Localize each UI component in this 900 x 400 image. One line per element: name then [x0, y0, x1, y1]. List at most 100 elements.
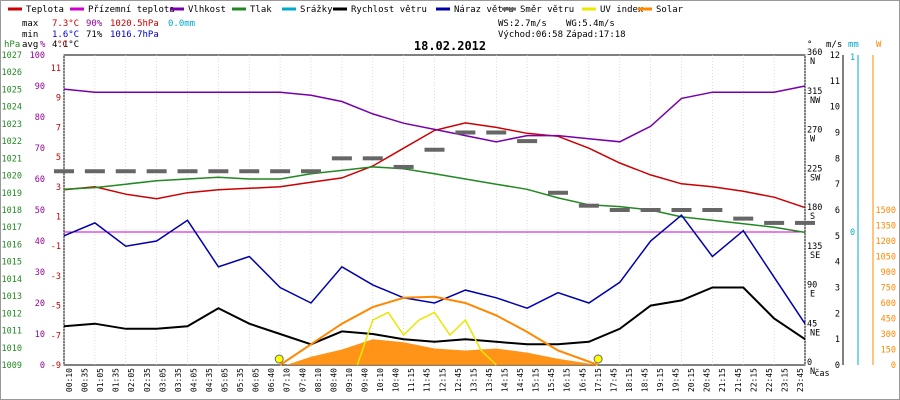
temperature-tick-9: -7	[51, 331, 61, 341]
pressure-tick-4: 1023	[2, 120, 22, 130]
wind-speed-tick-2: 10	[830, 103, 840, 113]
x-tick-20: 10:10	[376, 368, 385, 392]
x-tick-4: 02:05	[127, 368, 136, 392]
x-tick-11: 05:35	[236, 368, 245, 392]
wind-dir-label-3: SW	[810, 173, 821, 183]
x-tick-18: 09:10	[345, 368, 354, 392]
x-tick-17: 08:40	[329, 368, 338, 392]
wind-dir-tick-4: 180	[807, 203, 822, 213]
wind-dir-label-8: N	[810, 367, 815, 377]
wind-dir-mark-5	[208, 169, 229, 174]
x-tick-28: 14:15	[501, 368, 510, 392]
pressure-tick-9: 1018	[2, 206, 22, 216]
wind-dir-tick-3: 225	[807, 164, 822, 174]
pressure-tick-12: 1015	[2, 258, 22, 268]
legend-label-4: Srážky	[300, 5, 333, 15]
series-line-7	[279, 295, 599, 366]
pressure-tick-3: 1024	[2, 103, 22, 113]
x-tick-6: 03:05	[158, 368, 167, 392]
unit-precip: mm	[848, 40, 859, 50]
solar-tick-2: 1200	[876, 237, 896, 247]
humidity-tick-6: 40	[35, 237, 45, 247]
wind-dir-label-7: NE	[810, 328, 820, 338]
humidity-tick-0: 100	[30, 51, 45, 61]
series-line-1	[63, 85, 806, 143]
x-tick-43: 21:45	[734, 368, 743, 392]
humidity-tick-9: 10	[35, 330, 45, 340]
legend-label-8: UV index	[600, 5, 644, 15]
x-tick-25: 12:45	[454, 368, 463, 392]
wind-dir-mark-17	[578, 203, 599, 208]
wind-speed-tick-5: 7	[835, 180, 840, 190]
temperature-tick-4: 3	[56, 183, 61, 193]
solar-tick-5: 750	[881, 284, 896, 294]
stats-max-pressure: 1020.5hPa	[110, 19, 159, 29]
solar-tick-10: 0	[891, 361, 896, 371]
wind-dir-mark-11	[393, 164, 414, 169]
wind-dir-label-6: E	[810, 290, 815, 300]
series-line-3	[63, 286, 806, 346]
stats-avg-label: avg	[22, 40, 38, 50]
stats-min-temp: 1.6°C	[52, 30, 79, 40]
solar-tick-0: 1500	[876, 206, 896, 216]
x-tick-46: 23:15	[780, 368, 789, 392]
stats-max-temp: 7.3°C	[52, 19, 79, 29]
x-tick-12: 06:05	[252, 368, 261, 392]
x-tick-41: 20:45	[703, 368, 712, 392]
legend-label-7: Směr větru	[520, 5, 574, 15]
x-tick-38: 19:15	[656, 368, 665, 392]
x-tick-40: 20:15	[687, 368, 696, 392]
pressure-tick-15: 1012	[2, 309, 22, 319]
x-axis-unit: čas	[814, 368, 829, 379]
temperature-tick-10: -9	[51, 361, 61, 371]
wind-dir-mark-16	[548, 190, 568, 195]
solar-tick-3: 1050	[876, 253, 896, 263]
legend: Teplota Přízemní teplota Vlhkost Tlak Srážky…	[8, 5, 684, 15]
pressure-tick-8: 1019	[2, 189, 22, 199]
pressure-tick-6: 1021	[2, 154, 22, 164]
legend-label-9: Solar	[656, 5, 684, 15]
wind-dir-label-1: NW	[810, 96, 821, 106]
legend-label-2: Vlhkost	[188, 5, 226, 15]
wind-dir-mark-15	[517, 139, 538, 144]
legend-label-1: Přízemní teplota	[88, 5, 175, 15]
solar-tick-7: 450	[881, 315, 896, 325]
wind-dir-mark-22	[733, 216, 754, 221]
wind-speed-tick-4: 8	[835, 154, 840, 164]
humidity-tick-8: 20	[35, 299, 45, 309]
x-tick-3: 01:35	[112, 368, 121, 392]
series-line-4	[63, 214, 806, 325]
wind-dir-mark-2	[115, 169, 136, 174]
unit-solar: W	[876, 40, 882, 50]
x-tick-16: 08:10	[314, 368, 323, 392]
stats-max-humidity: 90%	[86, 19, 103, 29]
series-line-0	[63, 122, 806, 209]
axes: 1027102610251024102310221021102010191018…	[2, 48, 896, 377]
wind-dir-label-4: S	[810, 212, 815, 222]
wind-speed-avg: WS:2.7m/s	[498, 19, 547, 29]
temperature-tick-8: -5	[51, 302, 61, 312]
pressure-tick-1: 1026	[2, 68, 22, 78]
wind-dir-mark-20	[671, 208, 692, 212]
wind-dir-label-0: N	[810, 57, 815, 67]
wind-speed-tick-6: 6	[835, 206, 840, 216]
temperature-tick-7: -3	[51, 272, 61, 282]
x-tick-7: 03:35	[174, 368, 183, 392]
x-tick-23: 11:45	[423, 368, 432, 392]
wind-dir-mark-8	[301, 169, 321, 174]
x-tick-44: 22:15	[749, 368, 758, 392]
wind-dir-tick-1: 315	[807, 87, 822, 97]
wind-speed-tick-11: 1	[835, 335, 840, 345]
pressure-tick-7: 1020	[2, 172, 22, 182]
stats-min-pressure: 1016.7hPa	[110, 30, 159, 40]
wind-dir-mark-13	[455, 130, 476, 135]
x-tick-5: 02:35	[143, 368, 152, 392]
x-tick-45: 22:45	[765, 368, 774, 392]
legend-label-0: Teplota	[26, 5, 64, 15]
x-tick-31: 15:45	[547, 368, 556, 392]
solar-tick-8: 300	[881, 330, 896, 340]
wind-dir-mark-7	[270, 169, 291, 174]
humidity-tick-2: 80	[35, 113, 45, 123]
x-tick-14: 07:10	[283, 368, 292, 392]
